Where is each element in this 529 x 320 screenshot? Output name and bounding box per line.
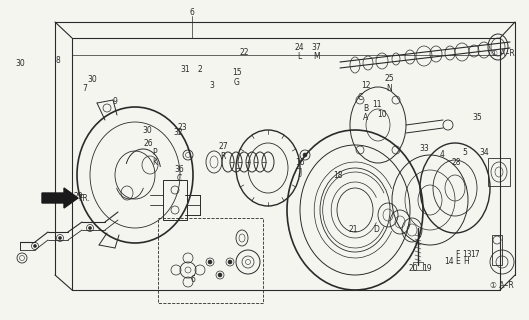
Text: 16: 16: [296, 158, 305, 167]
Text: J: J: [299, 168, 302, 177]
Text: 6: 6: [190, 276, 196, 284]
Text: 29: 29: [74, 192, 83, 201]
Text: N: N: [386, 84, 391, 92]
Text: 7: 7: [82, 84, 87, 93]
Text: M: M: [313, 52, 320, 60]
Text: 20: 20: [409, 264, 418, 273]
Text: 30: 30: [88, 75, 97, 84]
Text: 10: 10: [377, 110, 387, 119]
Text: G: G: [234, 78, 240, 87]
Text: H: H: [464, 257, 469, 266]
Text: 36: 36: [174, 165, 184, 174]
Text: 17: 17: [470, 250, 480, 259]
Circle shape: [228, 260, 232, 264]
Text: 12: 12: [361, 81, 370, 90]
Text: 22: 22: [240, 48, 249, 57]
Text: 34: 34: [479, 148, 489, 157]
Text: 25: 25: [384, 74, 394, 83]
Circle shape: [208, 260, 212, 264]
Text: 3: 3: [209, 81, 214, 90]
Text: 11: 11: [372, 100, 381, 109]
Text: 6: 6: [189, 7, 195, 17]
Text: 13: 13: [462, 250, 471, 259]
Text: 23: 23: [178, 123, 187, 132]
Text: P: P: [152, 148, 157, 157]
Text: C: C: [358, 93, 363, 102]
Circle shape: [303, 153, 307, 157]
Text: A: A: [363, 113, 368, 122]
Text: L: L: [297, 52, 301, 60]
Text: ① A–R: ① A–R: [490, 281, 514, 290]
Text: 15: 15: [232, 68, 242, 77]
Polygon shape: [42, 188, 78, 208]
Text: 27: 27: [218, 142, 228, 151]
Bar: [488, 158, 510, 186]
Bar: [163, 180, 187, 220]
Text: F: F: [455, 250, 460, 259]
Text: 33: 33: [419, 144, 429, 153]
Text: C: C: [176, 174, 181, 183]
Text: 19: 19: [423, 264, 432, 273]
Text: 30: 30: [15, 59, 25, 68]
Text: 14: 14: [444, 257, 453, 266]
Text: 18: 18: [333, 171, 342, 180]
Bar: [158, 218, 263, 303]
Text: 4: 4: [439, 150, 444, 159]
Text: 9: 9: [113, 97, 118, 106]
Text: 32: 32: [173, 128, 183, 137]
Text: 2: 2: [198, 65, 202, 74]
Text: 30: 30: [142, 126, 152, 135]
Text: 24: 24: [294, 43, 304, 52]
Circle shape: [59, 236, 61, 239]
Text: 26: 26: [144, 139, 153, 148]
Text: D: D: [373, 225, 380, 234]
Text: 5: 5: [462, 148, 467, 157]
Bar: [413, 262, 423, 270]
Text: 28: 28: [451, 158, 461, 167]
Text: 31: 31: [181, 65, 190, 74]
Text: R: R: [221, 152, 226, 161]
Circle shape: [33, 244, 37, 247]
Text: FR.: FR.: [78, 194, 90, 203]
Circle shape: [88, 227, 92, 229]
Text: B: B: [363, 104, 368, 113]
Text: 21: 21: [349, 225, 358, 234]
Text: 37: 37: [312, 43, 321, 52]
Bar: [492, 235, 502, 265]
Text: E: E: [455, 257, 460, 266]
Circle shape: [218, 273, 222, 277]
Text: ① A–R: ① A–R: [491, 49, 514, 58]
Text: K: K: [152, 158, 157, 167]
Text: 35: 35: [472, 113, 482, 122]
Text: 8: 8: [56, 56, 60, 65]
